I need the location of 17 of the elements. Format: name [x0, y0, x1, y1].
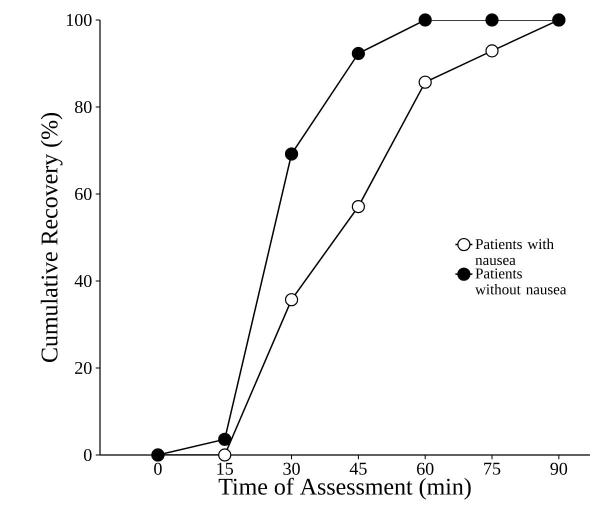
x-tick-label: 30	[283, 462, 300, 475]
x-tick-label: 45	[350, 462, 367, 475]
legend-label: Patients without nausea	[475, 268, 566, 294]
legend-label: Patients with nausea	[475, 238, 554, 266]
x-axis-title: Time of Assessment (min)	[218, 478, 471, 500]
y-tick-label: 60	[75, 188, 92, 200]
y-tick-label: 20	[75, 362, 92, 374]
y-tick-label: 100	[66, 14, 92, 26]
x-tick-label: 60	[416, 462, 434, 475]
x-tick-label: 75	[484, 462, 500, 475]
x-tick-label: 0	[154, 462, 162, 475]
y-tick-label: 0	[84, 448, 92, 462]
y-tick-label: 40	[74, 274, 92, 288]
y-tick-label: 80	[74, 100, 92, 114]
x-tick-label: 15	[217, 462, 233, 475]
y-axis-title: Cumulative Recovery (%)	[40, 113, 62, 362]
x-tick-label: 90	[550, 462, 568, 475]
